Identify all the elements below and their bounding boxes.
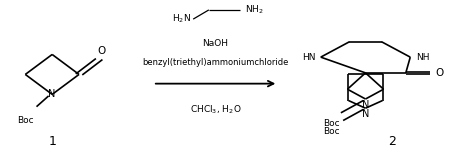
- Text: 2: 2: [388, 135, 396, 148]
- Text: O: O: [435, 68, 443, 78]
- Text: CHCl$_3$, H$_2$O: CHCl$_3$, H$_2$O: [190, 104, 241, 116]
- Text: 1: 1: [48, 135, 56, 148]
- Text: NaOH: NaOH: [202, 39, 229, 48]
- Text: Boc: Boc: [324, 127, 340, 136]
- Text: NH$_2$: NH$_2$: [245, 4, 263, 16]
- Text: N: N: [48, 89, 56, 99]
- Text: N: N: [362, 109, 369, 119]
- Text: HN: HN: [302, 53, 315, 62]
- Text: Boc: Boc: [17, 116, 34, 125]
- Text: H$_2$N: H$_2$N: [172, 13, 191, 25]
- Text: Boc: Boc: [324, 119, 340, 128]
- Text: O: O: [97, 46, 106, 56]
- Text: NH: NH: [416, 53, 429, 62]
- Text: N: N: [362, 100, 369, 110]
- Text: benzyl(triethyl)ammoniumchloride: benzyl(triethyl)ammoniumchloride: [142, 58, 289, 67]
